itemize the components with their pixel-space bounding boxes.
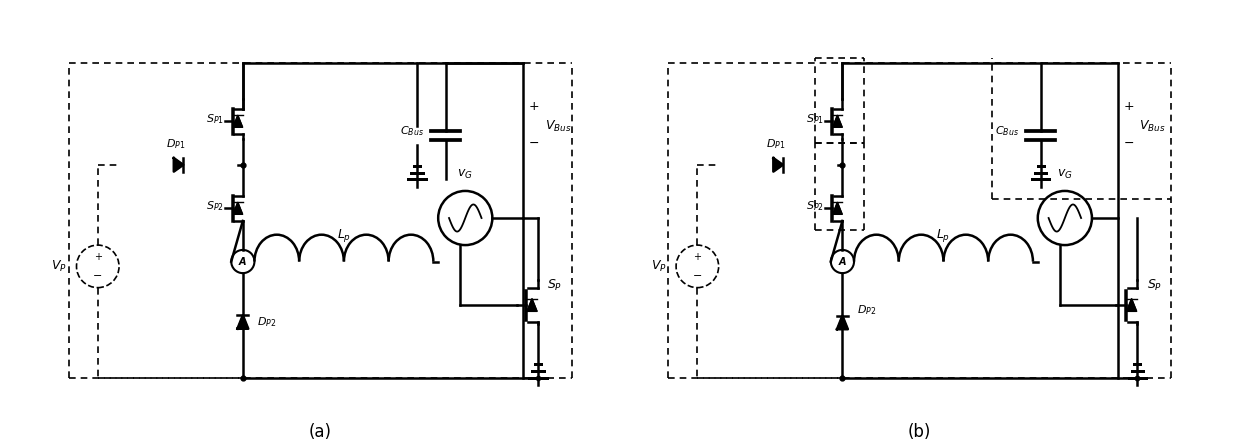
- Text: $+$: $+$: [528, 100, 539, 113]
- Polygon shape: [837, 316, 848, 329]
- Text: $D_{P2}$: $D_{P2}$: [258, 315, 277, 329]
- Text: $C_{Bus}$: $C_{Bus}$: [994, 124, 1019, 138]
- Polygon shape: [832, 115, 842, 127]
- Text: $S_P$: $S_P$: [1147, 278, 1162, 293]
- Text: $D_{P2}$: $D_{P2}$: [857, 303, 877, 317]
- Text: +: +: [94, 252, 102, 262]
- Text: $L_p$: $L_p$: [337, 227, 351, 244]
- Text: A: A: [838, 257, 846, 266]
- Text: (a): (a): [309, 423, 332, 441]
- Text: $S_{P1}$: $S_{P1}$: [206, 112, 224, 126]
- Text: −: −: [93, 271, 103, 281]
- Text: $-$: $-$: [1123, 136, 1135, 149]
- Text: $V_P$: $V_P$: [51, 259, 67, 274]
- Text: −: −: [693, 271, 702, 281]
- Polygon shape: [237, 315, 248, 329]
- Text: $V_{Bus}$: $V_{Bus}$: [544, 119, 572, 134]
- Text: A: A: [239, 257, 247, 266]
- Text: $L_p$: $L_p$: [936, 227, 951, 244]
- Polygon shape: [174, 158, 184, 171]
- Text: $D_{P1}$: $D_{P1}$: [166, 138, 186, 151]
- Text: $V_{Bus}$: $V_{Bus}$: [1140, 119, 1166, 134]
- Text: $+$: $+$: [1123, 100, 1135, 113]
- Text: $v_G$: $v_G$: [458, 168, 474, 181]
- Text: (b): (b): [908, 423, 931, 441]
- Text: $S_{P1}$: $S_{P1}$: [806, 112, 823, 126]
- Text: $-$: $-$: [528, 136, 539, 149]
- Text: $C_{Bus}$: $C_{Bus}$: [401, 124, 424, 138]
- Text: $V_P$: $V_P$: [651, 259, 667, 274]
- Polygon shape: [1127, 299, 1137, 311]
- Polygon shape: [233, 202, 243, 214]
- Text: $S_{P2}$: $S_{P2}$: [206, 199, 224, 213]
- Text: +: +: [693, 252, 702, 262]
- Text: $v_G$: $v_G$: [1056, 168, 1073, 181]
- Text: $S_P$: $S_P$: [548, 278, 563, 293]
- Polygon shape: [774, 158, 782, 171]
- Polygon shape: [832, 202, 842, 214]
- Text: $S_{P2}$: $S_{P2}$: [806, 199, 823, 213]
- Text: $D_{P1}$: $D_{P1}$: [766, 138, 785, 151]
- Polygon shape: [527, 299, 537, 311]
- Polygon shape: [233, 115, 243, 127]
